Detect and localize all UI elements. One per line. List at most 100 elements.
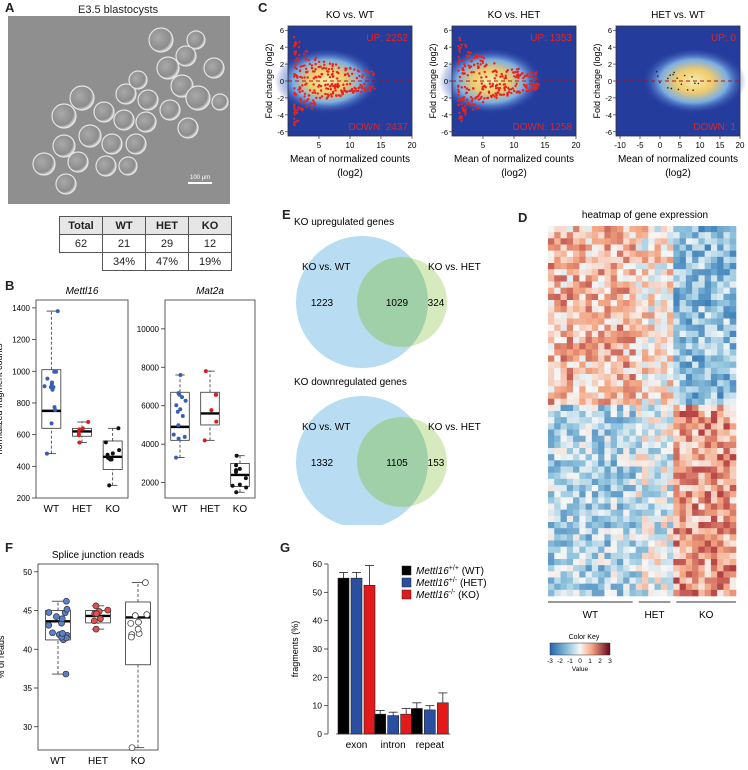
heatmap-cell — [554, 275, 561, 282]
heatmap-cell — [560, 318, 568, 325]
heatmap-cell — [710, 546, 718, 554]
data-point — [45, 609, 53, 616]
heatmap-cell — [598, 571, 605, 578]
down-count-label: DOWN: 1258 — [513, 122, 573, 133]
de-gene-point — [467, 51, 470, 54]
heatmap-cell — [704, 386, 712, 393]
heatmap-cell — [585, 343, 593, 350]
heatmap-cell — [560, 238, 568, 245]
heatmap-cell — [610, 256, 618, 264]
heatmap-cell — [648, 466, 655, 473]
heatmap-cell — [635, 392, 643, 399]
bar — [424, 709, 436, 735]
heatmap-cell — [679, 441, 687, 449]
de-gene-point — [499, 75, 502, 78]
heatmap-cell — [629, 232, 637, 239]
venn-right-count: 324 — [428, 298, 445, 309]
de-gene-point — [360, 90, 363, 94]
heatmap-cell — [566, 306, 574, 313]
heatmap-cell — [648, 565, 655, 572]
de-gene-point — [328, 75, 332, 79]
heatmap-cell — [598, 540, 605, 547]
heatmap-cell — [610, 528, 618, 535]
heatmap-cell — [642, 429, 649, 436]
x-tick-label: 5 — [317, 141, 322, 150]
heatmap-cell — [667, 250, 674, 258]
de-gene-point — [300, 102, 303, 105]
heatmap-cell — [573, 275, 580, 282]
heatmap-cell — [685, 398, 693, 406]
table-cell: 62 — [59, 234, 103, 253]
heatmap-cell — [660, 367, 668, 375]
de-gene-point — [460, 119, 463, 123]
x-tick-label: 20 — [736, 141, 745, 150]
heatmap-cell — [642, 472, 649, 480]
heatmap-cell — [616, 429, 624, 436]
y-tick-label: -4 — [441, 111, 448, 120]
gene-point — [694, 82, 696, 85]
de-gene-point — [481, 100, 485, 104]
heatmap-cell — [723, 380, 731, 387]
heatmap-cell — [698, 318, 705, 325]
gene-point — [691, 76, 693, 78]
blastocyst-cell — [128, 70, 148, 90]
de-gene-point — [469, 103, 473, 107]
heatmap-cell — [723, 275, 731, 282]
heatmap-cell — [573, 589, 580, 597]
heatmap-cell — [692, 417, 699, 424]
heatmap-cell — [604, 349, 611, 356]
de-gene-point — [476, 62, 479, 65]
de-gene-point — [493, 62, 496, 65]
heatmap-cell — [604, 546, 611, 554]
heatmap-cell — [679, 509, 687, 517]
data-point — [230, 483, 235, 488]
heatmap-cell — [604, 417, 611, 424]
heatmap-cell — [698, 491, 705, 498]
heatmap-cell — [629, 571, 637, 578]
heatmap-cell — [642, 380, 649, 387]
heatmap-cell — [573, 497, 580, 504]
heatmap-cell — [698, 466, 705, 473]
heatmap-cell — [660, 250, 668, 258]
data-point — [174, 455, 179, 460]
de-gene-point — [349, 66, 352, 70]
heatmap-cell — [598, 361, 605, 369]
heatmap-cell — [729, 293, 737, 301]
heatmap-cell — [692, 404, 699, 412]
heatmap-cell — [616, 540, 624, 547]
heatmap-cell — [610, 312, 618, 319]
de-gene-point — [471, 108, 475, 111]
heatmap-cell — [685, 244, 693, 251]
heatmap-cell — [710, 515, 718, 523]
heatmap-cell — [629, 565, 637, 572]
heatmap-cell — [648, 509, 655, 517]
heatmap-cell — [723, 552, 731, 560]
heatmap-cell — [591, 565, 599, 572]
heatmap-cell — [660, 534, 668, 541]
heatmap-cell — [710, 435, 718, 443]
heatmap-cell — [648, 250, 655, 258]
heatmap-cell — [710, 256, 718, 264]
heatmap-cell — [623, 380, 630, 387]
de-gene-point — [363, 89, 366, 92]
heatmap-cell — [704, 287, 712, 295]
heatmap-cell — [660, 515, 668, 523]
heatmap-cell — [717, 355, 724, 362]
heatmap-cell — [585, 460, 593, 467]
heatmap-cell — [616, 386, 624, 393]
heatmap-cell — [579, 478, 586, 486]
heatmap-cell — [679, 503, 687, 510]
heatmap-cell — [623, 337, 630, 344]
heatmap-cell — [692, 392, 699, 399]
heatmap-cell — [616, 398, 624, 406]
heatmap-cell — [667, 540, 674, 547]
heatmap-cell — [642, 318, 649, 325]
heatmap-cell — [654, 491, 662, 498]
heatmap-cell — [648, 540, 655, 547]
heatmap-cell — [704, 515, 712, 523]
heatmap-cell — [679, 300, 687, 307]
x-tick-label: HET — [72, 504, 92, 515]
heatmap-cell — [579, 534, 586, 541]
heatmap-cell — [729, 589, 737, 597]
blastocyst-cell — [101, 133, 123, 155]
